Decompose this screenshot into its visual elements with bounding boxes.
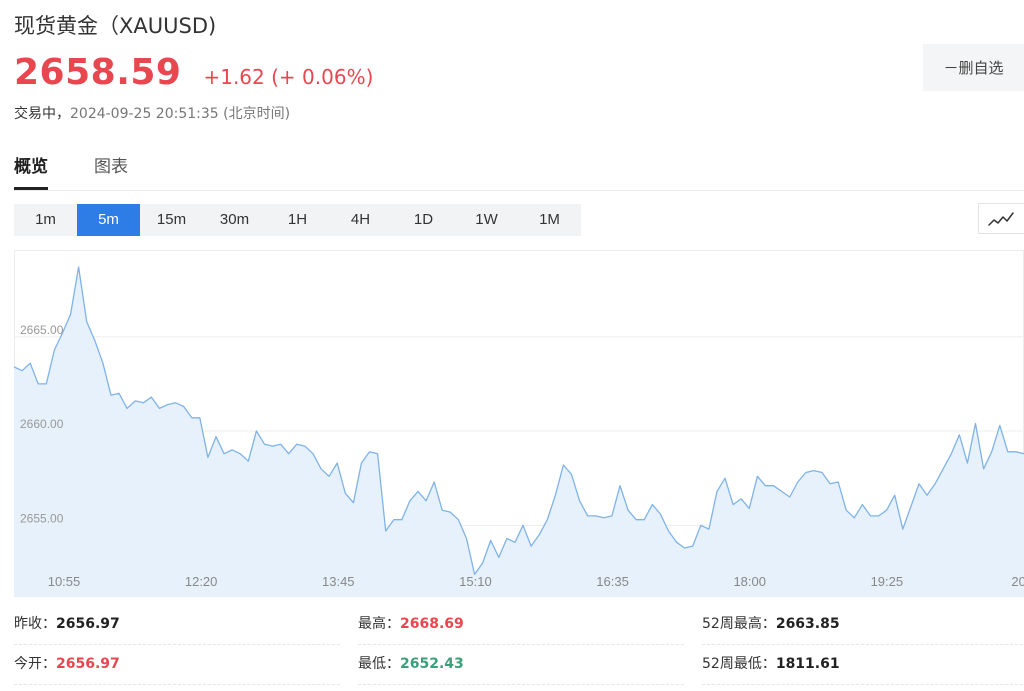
period-15m[interactable]: 15m	[156, 211, 187, 228]
y-tick-label: 2665.00	[20, 323, 64, 337]
stat-high: 最高：2668.69	[358, 605, 684, 645]
tab-overview[interactable]: 概览	[14, 152, 48, 190]
stat-label: 最低：	[358, 656, 400, 672]
y-tick-label: 2660.00	[20, 417, 64, 431]
x-tick-label: 19:25	[871, 574, 904, 589]
remove-watchlist-button[interactable]: －删自选	[923, 44, 1024, 91]
x-tick-label: 18:00	[733, 574, 766, 589]
price-change: +1.62 (+ 0.06%)	[203, 65, 374, 89]
stat-52w-high: 52周最高：2663.85	[702, 605, 1024, 645]
stat-label: 52周最高：	[702, 616, 776, 632]
x-tick-label: 13:45	[322, 574, 355, 589]
y-tick-label: 2655.00	[20, 511, 64, 525]
period-4h[interactable]: 4H	[350, 211, 371, 228]
stat-label: 52周最低：	[702, 656, 776, 672]
stat-low: 最低：2652.43	[358, 645, 684, 685]
price-area-fill	[14, 267, 1024, 597]
last-price: 2658.59	[14, 52, 182, 93]
x-tick-label: 15:10	[459, 574, 492, 589]
period-1d[interactable]: 1D	[413, 211, 434, 228]
stat-value: 2668.69	[400, 616, 464, 632]
x-tick-label: 12:20	[185, 574, 218, 589]
period-selector: 1m 5m 15m 30m 1H 4H 1D 1W 1M	[14, 204, 581, 236]
trading-timestamp: 2024-09-25 20:51:35 (北京时间)	[70, 106, 291, 122]
stat-value: 2652.43	[400, 656, 464, 672]
view-tabs: 概览 图表	[14, 152, 128, 190]
period-30m[interactable]: 30m	[219, 211, 250, 228]
line-chart-icon	[988, 212, 1014, 226]
tab-chart[interactable]: 图表	[94, 157, 128, 177]
price-line	[14, 266, 1024, 576]
stat-label: 最高：	[358, 616, 400, 632]
stat-prev-close: 昨收：2656.97	[14, 605, 340, 645]
stats-panel: 昨收：2656.97 最高：2668.69 52周最高：2663.85 今开：2…	[14, 605, 1024, 691]
price-chart[interactable]: 2665.00 2660.00 2655.00 10:55 12:20 13:45 15:1…	[14, 250, 1024, 597]
chart-type-button[interactable]	[978, 203, 1024, 234]
period-1m[interactable]: 1m	[35, 211, 56, 228]
stat-value: 2656.97	[56, 656, 120, 672]
period-5m[interactable]: 5m	[77, 204, 140, 236]
trading-status: 交易中，2024-09-25 20:51:35 (北京时间)	[14, 103, 290, 123]
x-tick-label: 16:35	[596, 574, 629, 589]
x-tick-label: 20:5	[1011, 574, 1024, 589]
tabs-divider	[14, 190, 1024, 191]
stat-label: 昨收：	[14, 616, 56, 632]
stat-52w-low: 52周最低：1811.61	[702, 645, 1024, 685]
period-1w[interactable]: 1W	[475, 211, 498, 228]
x-tick-label: 10:55	[48, 574, 81, 589]
stat-value: 2656.97	[56, 616, 120, 632]
stat-open: 今开：2656.97	[14, 645, 340, 685]
stat-value: 1811.61	[775, 656, 840, 672]
period-1h[interactable]: 1H	[287, 211, 308, 228]
trading-status-label: 交易中，	[14, 106, 70, 122]
stat-label: 今开：	[14, 656, 56, 672]
instrument-title: 现货黄金（XAUUSD)	[14, 14, 217, 38]
price-row: 2658.59 +1.62 (+ 0.06%)	[14, 52, 373, 93]
period-1mo[interactable]: 1M	[539, 211, 560, 228]
stat-value: 2663.85	[775, 616, 840, 632]
